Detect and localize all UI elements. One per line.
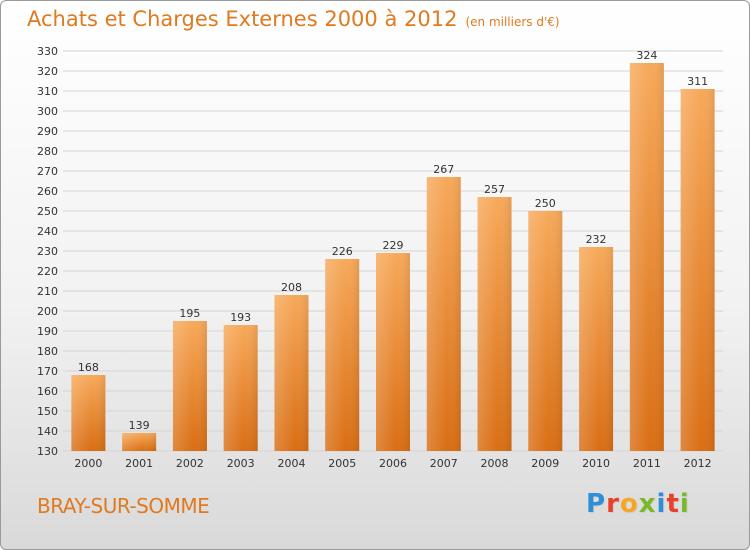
bar-shade [223,325,258,451]
y-tick-label: 310 [37,85,58,98]
logo-letter: x [638,489,657,519]
data-label: 250 [535,197,556,210]
y-tick-label: 280 [37,145,58,158]
y-tick-label: 160 [37,385,58,398]
x-tick-label: 2007 [430,457,458,470]
y-tick-label: 170 [37,365,58,378]
bar-shade [528,211,563,451]
data-label: 267 [433,163,454,176]
y-tick-label: 270 [37,165,58,178]
data-label: 208 [281,281,302,294]
y-tick-label: 220 [37,265,58,278]
x-tick-label: 2003 [227,457,255,470]
logo-letter: t [666,489,680,519]
data-labels: 168 139 195 193 208 226 229 267 257 250 232 324 311 [78,49,708,432]
data-label: 139 [129,419,150,432]
data-label: 257 [484,183,505,196]
logo-letter: o [619,489,639,519]
x-tick-label: 2002 [176,457,204,470]
x-tick-label: 2005 [328,457,356,470]
bar-shade [71,375,106,451]
y-tick-label: 150 [37,405,58,418]
data-label: 229 [383,239,404,252]
bar-shade [122,433,157,451]
data-label: 193 [230,311,251,324]
logo-letter: i [656,489,667,519]
x-tick-label: 2001 [125,457,153,470]
data-label: 195 [179,307,200,320]
x-tick-label: 2012 [684,457,712,470]
data-label: 168 [78,361,99,374]
x-tick-label: 2004 [277,457,305,470]
title-text: Achats et Charges Externes 2000 à 2012 [27,7,458,31]
bar-shade [579,247,614,451]
y-tick-label: 130 [37,445,58,458]
bar-shade [477,197,512,451]
logo-letter: P [586,489,607,519]
bar-shade [325,259,360,451]
chart-subtitle: (en milliers d'€) [465,15,560,29]
y-tick-label: 190 [37,325,58,338]
x-axis-ticks: 2000 2001 2002 2003 2004 2005 2006 2007 2008 2009… [74,457,711,470]
bar-shade [680,89,715,451]
chart-title: Achats et Charges Externes 2000 à 2012 (e… [27,7,560,31]
x-tick-label: 2009 [531,457,559,470]
data-label: 232 [586,233,607,246]
y-tick-label: 330 [37,45,58,58]
y-tick-label: 140 [37,425,58,438]
data-label: 311 [687,75,708,88]
y-tick-label: 200 [37,305,58,318]
y-tick-label: 320 [37,65,58,78]
x-tick-label: 2011 [633,457,661,470]
x-tick-label: 2006 [379,457,407,470]
y-tick-label: 290 [37,125,58,138]
x-tick-label: 2010 [582,457,610,470]
bar-shade [629,63,664,451]
y-tick-label: 230 [37,245,58,258]
data-label: 324 [636,49,657,62]
y-tick-label: 250 [37,205,58,218]
y-tick-label: 210 [37,285,58,298]
data-label: 226 [332,245,353,258]
y-tick-label: 260 [37,185,58,198]
x-tick-label: 2008 [481,457,509,470]
x-tick-label: 2000 [74,457,102,470]
bar-shade [274,295,309,451]
y-tick-label: 300 [37,105,58,118]
logo-letter: i [679,489,690,519]
place-name: BRAY-SUR-SOMME [37,494,210,518]
bars [71,63,715,451]
logo-letter: r [606,489,620,519]
y-axis-ticks: 130 140 150 160 170 180 190 200 210 220 230 240 250 2… [37,45,58,458]
bar-shade [172,321,207,451]
proxiti-logo: Proxiti [586,489,690,519]
y-tick-label: 180 [37,345,58,358]
bar-shade [426,177,461,451]
bar-shade [376,253,410,451]
y-tick-label: 240 [37,225,58,238]
